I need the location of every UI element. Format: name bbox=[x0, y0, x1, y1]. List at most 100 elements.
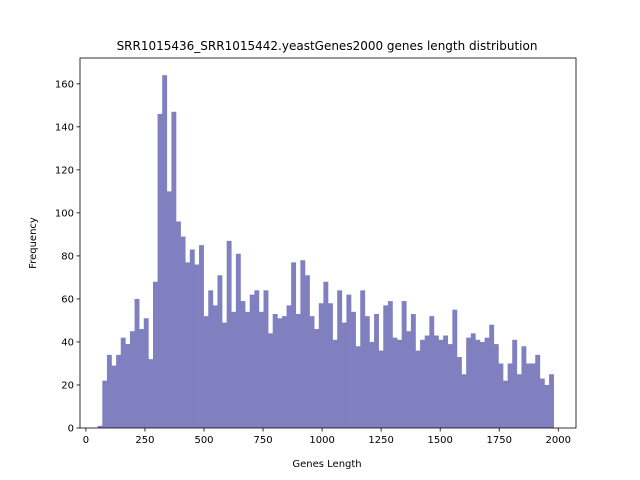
histogram-bar bbox=[208, 290, 214, 428]
histogram-bar bbox=[332, 339, 338, 428]
histogram-bar bbox=[231, 311, 237, 428]
histogram-bar bbox=[162, 75, 168, 429]
histogram-bar bbox=[176, 221, 181, 428]
histogram-bar bbox=[406, 331, 412, 428]
y-axis-ticks: 0 20 40 60 80 100 120 140 160 bbox=[55, 79, 80, 435]
histogram-bar bbox=[277, 318, 283, 428]
y-tick-label: 80 bbox=[61, 251, 74, 262]
histogram-bar bbox=[235, 253, 241, 428]
histogram-bar bbox=[397, 339, 402, 428]
histogram-bar bbox=[420, 339, 426, 428]
histogram-bar bbox=[185, 262, 191, 428]
histogram-bar bbox=[102, 380, 108, 428]
histogram-bar bbox=[212, 305, 218, 428]
histogram-bar bbox=[387, 301, 393, 428]
histogram-bar bbox=[217, 275, 223, 428]
histogram-bar bbox=[512, 339, 518, 428]
histogram-bar bbox=[401, 301, 407, 428]
histogram-bar bbox=[503, 380, 508, 428]
histogram-bar bbox=[120, 337, 126, 428]
histogram-bar bbox=[337, 290, 343, 428]
histogram-bar bbox=[521, 346, 527, 428]
histogram-bar bbox=[143, 318, 149, 428]
histogram-bar bbox=[507, 363, 513, 428]
histogram-bar bbox=[263, 290, 269, 428]
histogram-bar bbox=[295, 313, 301, 428]
histogram-bar bbox=[447, 344, 453, 428]
histogram-bar bbox=[222, 322, 227, 428]
histogram-bar bbox=[392, 337, 398, 428]
histogram-bar bbox=[309, 316, 315, 428]
histogram-bar bbox=[314, 329, 320, 428]
histogram-bar bbox=[129, 331, 135, 428]
histogram-bar bbox=[364, 316, 370, 428]
x-tick-label: 0 bbox=[83, 435, 89, 446]
x-tick-label: 750 bbox=[254, 435, 273, 446]
histogram-bar bbox=[493, 344, 499, 428]
histogram-bar bbox=[526, 363, 531, 428]
histogram-bar bbox=[97, 425, 103, 428]
histogram-bar bbox=[171, 111, 177, 429]
histogram-bar bbox=[346, 294, 352, 428]
histogram-bar bbox=[323, 281, 329, 428]
plot-frame bbox=[79, 57, 577, 429]
histogram-bar bbox=[535, 354, 541, 428]
y-tick-label: 140 bbox=[55, 122, 74, 133]
histogram-bar bbox=[374, 313, 379, 428]
x-axis-label: Genes Length bbox=[292, 459, 361, 470]
histogram-bar bbox=[415, 350, 421, 428]
histogram-bar bbox=[516, 374, 522, 428]
histogram-bar bbox=[424, 335, 430, 428]
histogram-bar bbox=[351, 311, 356, 428]
y-tick-label: 20 bbox=[61, 380, 74, 391]
histogram-bar bbox=[443, 335, 449, 428]
x-axis-ticks: 0 250 500 750 1000 1250 1500 1750 2000 bbox=[83, 428, 571, 446]
histogram-bar bbox=[134, 298, 140, 428]
histogram-bar bbox=[369, 341, 375, 428]
histogram-bar bbox=[539, 378, 545, 428]
histogram-bar bbox=[111, 365, 117, 428]
histogram-bar bbox=[378, 350, 384, 428]
histogram-bar bbox=[383, 305, 389, 428]
y-axis-label: Frequency bbox=[28, 217, 39, 269]
histogram-bars bbox=[97, 75, 554, 429]
histogram-bar bbox=[254, 290, 260, 428]
histogram-bar bbox=[281, 316, 287, 428]
histogram-bar bbox=[355, 346, 361, 428]
histogram-bar bbox=[199, 245, 204, 428]
y-tick-label: 0 bbox=[68, 424, 74, 435]
histogram-bar bbox=[258, 311, 264, 428]
x-tick-label: 1000 bbox=[309, 435, 334, 446]
histogram-bar bbox=[470, 333, 476, 428]
x-tick-label: 1500 bbox=[427, 435, 452, 446]
histogram-bar bbox=[189, 249, 195, 428]
histogram-bar bbox=[272, 313, 278, 428]
histogram-bar bbox=[180, 236, 186, 428]
histogram-bar bbox=[438, 339, 444, 428]
histogram-bar bbox=[148, 359, 154, 428]
histogram-bar bbox=[360, 290, 366, 428]
histogram-bar bbox=[456, 357, 462, 428]
x-tick-label: 1250 bbox=[368, 435, 393, 446]
histogram-bar bbox=[157, 113, 163, 428]
x-tick-label: 250 bbox=[135, 435, 154, 446]
histogram-bar bbox=[203, 316, 209, 428]
histogram-bar bbox=[304, 275, 310, 428]
histogram-bar bbox=[461, 374, 467, 428]
y-tick-label: 60 bbox=[61, 294, 74, 305]
histogram-bar bbox=[152, 281, 158, 428]
x-tick-label: 2000 bbox=[546, 435, 571, 446]
histogram-bar bbox=[484, 337, 490, 428]
histogram-bar bbox=[433, 335, 439, 428]
histogram-bar bbox=[139, 329, 145, 428]
histogram-bar bbox=[286, 305, 292, 428]
histogram-bar bbox=[429, 316, 435, 428]
y-tick-label: 160 bbox=[55, 79, 74, 90]
x-tick-label: 500 bbox=[194, 435, 213, 446]
histogram-bar bbox=[268, 333, 274, 428]
chart-title: SRR1015436_SRR1015442.yeastGenes2000 gen… bbox=[117, 39, 538, 53]
histogram-bar bbox=[549, 374, 554, 428]
y-tick-label: 120 bbox=[55, 165, 74, 176]
histogram-bar bbox=[116, 354, 122, 428]
